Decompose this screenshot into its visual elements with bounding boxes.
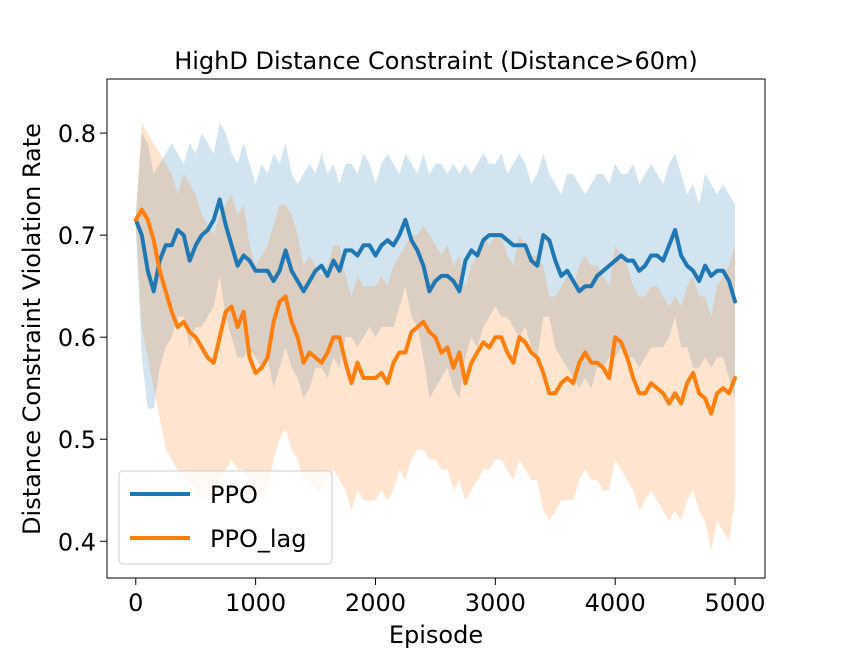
legend: PPO PPO_lag: [118, 470, 333, 565]
x-tick-label: 4000: [585, 589, 646, 617]
x-tick-label: 5000: [704, 589, 765, 617]
x-tick-label: 1000: [225, 589, 286, 617]
x-tick-label: 3000: [465, 589, 526, 617]
y-tick-label: 0.4: [58, 528, 96, 556]
x-axis-label: Episode: [389, 621, 483, 649]
legend-label-ppo: PPO: [210, 481, 258, 509]
x-tick-label: 0: [128, 589, 143, 617]
chart-title: HighD Distance Constraint (Distance>60m): [174, 47, 698, 75]
x-tick-label: 2000: [345, 589, 406, 617]
band-ppo: [135, 122, 736, 409]
y-tick-label: 0.6: [58, 324, 96, 352]
series-lines: [133, 197, 737, 416]
y-tick-label: 0.8: [58, 120, 96, 148]
y-tick-label: 0.7: [58, 222, 96, 250]
y-tick-label: 0.5: [58, 426, 96, 454]
y-axis-ticks: 0.4 0.5 0.6 0.7 0.8: [58, 120, 107, 556]
line-ppo-lag: [133, 207, 737, 416]
y-axis-label: Distance Constraint Violation Rate: [18, 123, 46, 535]
x-axis-ticks: 0 1000 2000 3000 4000 5000: [128, 578, 766, 617]
legend-label-ppo-lag: PPO_lag: [210, 525, 306, 553]
line-ppo: [133, 197, 737, 304]
plot-frame: [106, 78, 766, 579]
